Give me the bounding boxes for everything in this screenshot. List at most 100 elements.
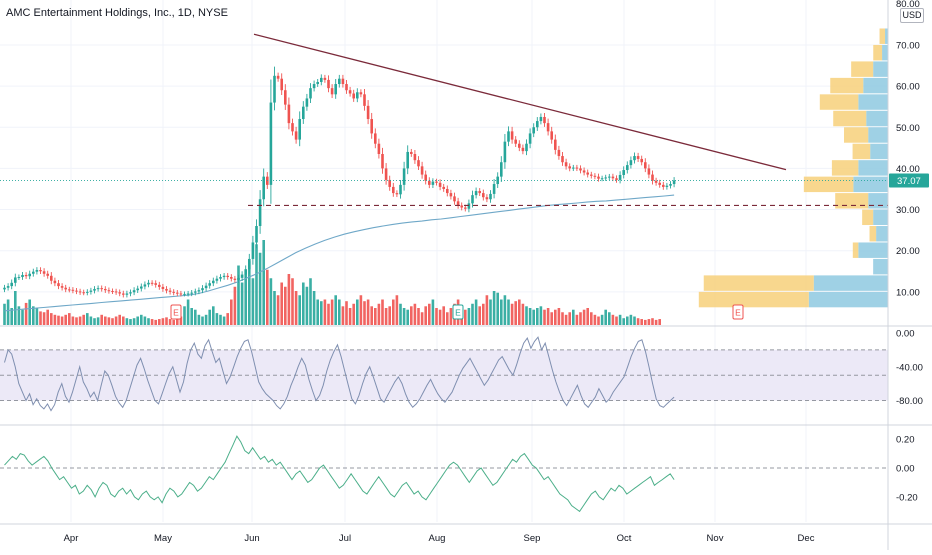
volume-bar xyxy=(590,312,593,325)
candle-body xyxy=(489,193,492,200)
time-axis-tick-label: Jul xyxy=(339,533,351,544)
volume-bar xyxy=(111,318,114,325)
volume-bar xyxy=(413,303,417,325)
price-axis-tick-label: 20.00 xyxy=(896,246,920,257)
volume-bar xyxy=(622,318,625,325)
candle-body xyxy=(233,278,237,280)
candle-body xyxy=(150,282,154,284)
candle-body xyxy=(294,131,298,140)
candle-body xyxy=(590,174,593,176)
volume-bar xyxy=(266,269,269,325)
volume-bar xyxy=(503,295,507,325)
time-axis-tick-label: May xyxy=(154,533,172,544)
volume-bar xyxy=(608,312,611,325)
volume-bar xyxy=(255,244,258,325)
candle-body xyxy=(287,104,291,124)
candle-body xyxy=(402,168,406,185)
volume-bar xyxy=(327,303,330,325)
volume-bar xyxy=(201,316,204,325)
candle-body xyxy=(564,162,568,167)
volume-bar xyxy=(417,308,420,325)
currency-button[interactable]: USD xyxy=(900,8,924,23)
volume-bar xyxy=(582,309,586,325)
candle-body xyxy=(500,162,503,177)
volume-bar xyxy=(230,299,233,325)
volume-bar xyxy=(78,316,82,325)
moving-average-layer xyxy=(4,194,675,312)
volume-bar xyxy=(449,308,453,325)
volume-bar xyxy=(532,309,535,325)
volume-bar xyxy=(312,291,316,325)
volume-bar xyxy=(60,316,64,325)
volume-profile-up-bar xyxy=(873,44,883,61)
candle-body xyxy=(550,131,553,140)
volume-bar xyxy=(615,316,618,325)
volume-bar xyxy=(42,312,46,325)
candle-body xyxy=(435,181,438,183)
candle-body xyxy=(348,90,352,94)
volume-bar xyxy=(100,314,103,325)
candle-body xyxy=(172,291,175,293)
candle-body xyxy=(168,290,172,292)
volume-profile-up-bar xyxy=(831,160,859,176)
volume-profile-down-bar xyxy=(882,44,888,61)
time-axis-tick-label: Apr xyxy=(64,533,79,544)
candle-body xyxy=(219,277,222,279)
candle-body xyxy=(327,79,330,89)
volume-bar xyxy=(636,318,640,325)
volume-profile-down-bar xyxy=(870,143,888,160)
volume-bar xyxy=(309,278,312,325)
volume-profile-down-bar xyxy=(853,176,888,193)
candle-body xyxy=(536,121,539,128)
volume-bar xyxy=(222,316,226,325)
cmf-axis-tick-label: 0.20 xyxy=(896,435,915,446)
candle-body xyxy=(554,139,557,150)
candle-body xyxy=(388,179,391,187)
volume-bar xyxy=(233,286,237,325)
volume-bar xyxy=(204,314,208,325)
volume-bar xyxy=(348,308,352,325)
candle-body xyxy=(366,105,370,120)
volume-bar xyxy=(536,308,539,325)
candle-body xyxy=(521,147,525,152)
candle-body xyxy=(68,289,71,291)
volume-bar xyxy=(370,306,373,325)
volume-bar xyxy=(514,301,517,325)
volume-bar xyxy=(359,295,363,325)
volume-bar xyxy=(280,282,283,325)
time-axis-tick-label: Aug xyxy=(429,533,446,544)
candle-body xyxy=(24,274,28,277)
volume-bar xyxy=(471,303,474,325)
candle-body xyxy=(424,174,427,181)
candle-body xyxy=(467,203,471,209)
price-axis-tick-label: 30.00 xyxy=(896,205,920,216)
volume-bar xyxy=(572,309,575,325)
candle-body xyxy=(446,188,449,194)
candle-body xyxy=(179,293,183,295)
volume-profile-down-bar xyxy=(858,94,888,110)
volume-bar xyxy=(212,306,215,325)
candle-body xyxy=(86,291,89,293)
candle-body xyxy=(21,274,24,278)
candle-body xyxy=(136,288,139,291)
candle-body xyxy=(482,193,485,198)
candle-body xyxy=(244,269,247,275)
price-axis-tick-label: 40.00 xyxy=(896,164,920,175)
candle-body xyxy=(611,176,615,179)
candle-body xyxy=(291,123,294,132)
volume-bar xyxy=(611,314,615,325)
volume-profile-up-bar xyxy=(844,127,869,143)
volume-bar xyxy=(550,312,553,325)
candle-body xyxy=(474,191,478,196)
axis-layer: 10.00 20.00 30.00 40.00 50.00 60.00 70.00 80.00… xyxy=(64,0,929,544)
candle-body xyxy=(546,123,550,132)
candle-body xyxy=(352,93,355,99)
candle-body xyxy=(381,153,384,169)
volume-bar xyxy=(168,319,172,325)
volume-profile-up-bar xyxy=(862,209,874,226)
candle-body xyxy=(111,291,114,293)
volume-bar xyxy=(291,278,294,325)
volume-bar xyxy=(136,316,139,325)
